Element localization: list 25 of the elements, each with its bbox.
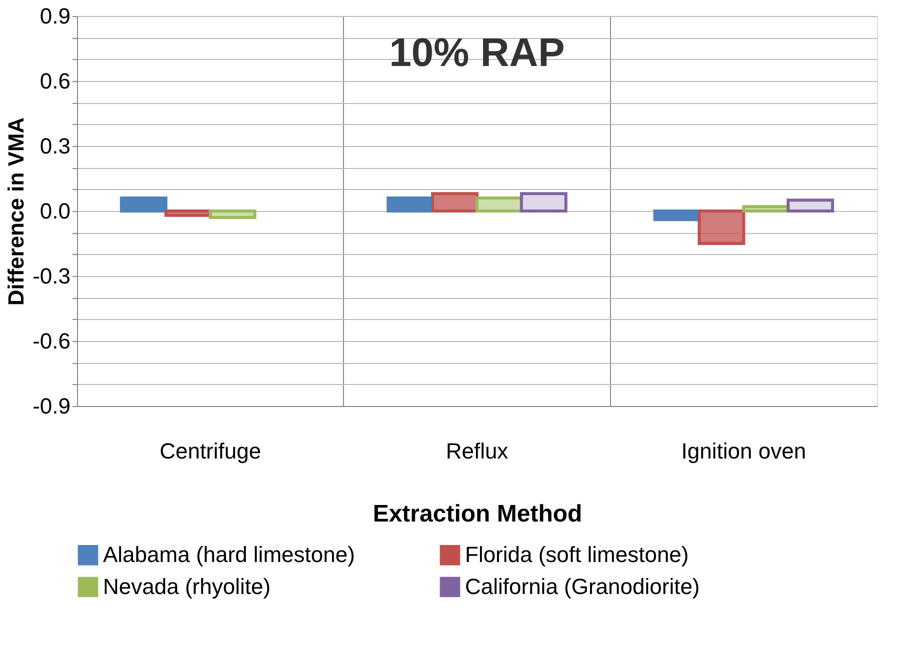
- y-tick-label: 0.3: [40, 134, 70, 158]
- bar: [431, 192, 478, 212]
- legend-label: Nevada (rhyolite): [103, 574, 271, 599]
- x-tick-label: Reflux: [446, 438, 508, 464]
- y-tick-label: 0.9: [40, 4, 70, 28]
- bar: [120, 196, 168, 212]
- y-tick-label: 0.0: [40, 198, 70, 224]
- bar: [786, 198, 834, 212]
- x-tick-label: Ignition oven: [681, 438, 806, 464]
- bar: [164, 210, 212, 217]
- legend-label: Florida (soft limestone): [465, 542, 689, 568]
- bar: [698, 210, 746, 245]
- x-tick-label: Centrifuge: [160, 438, 262, 464]
- bar: [476, 196, 523, 212]
- y-tick-label: -0.6: [32, 328, 70, 354]
- y-axis-title: Difference in VMA: [4, 117, 29, 306]
- bar: [520, 192, 568, 212]
- y-tick-label: 0.6: [40, 68, 70, 94]
- y-tick-label: -0.3: [32, 264, 70, 288]
- y-tick-label: -0.9: [32, 394, 70, 418]
- legend-label: California (Granodiorite): [465, 574, 700, 599]
- x-axis-title: Extraction Method: [372, 500, 582, 528]
- legend-label: Alabama (hard limestone): [103, 542, 355, 568]
- bar: [208, 210, 256, 219]
- chart-title: 10% RAP: [389, 31, 565, 75]
